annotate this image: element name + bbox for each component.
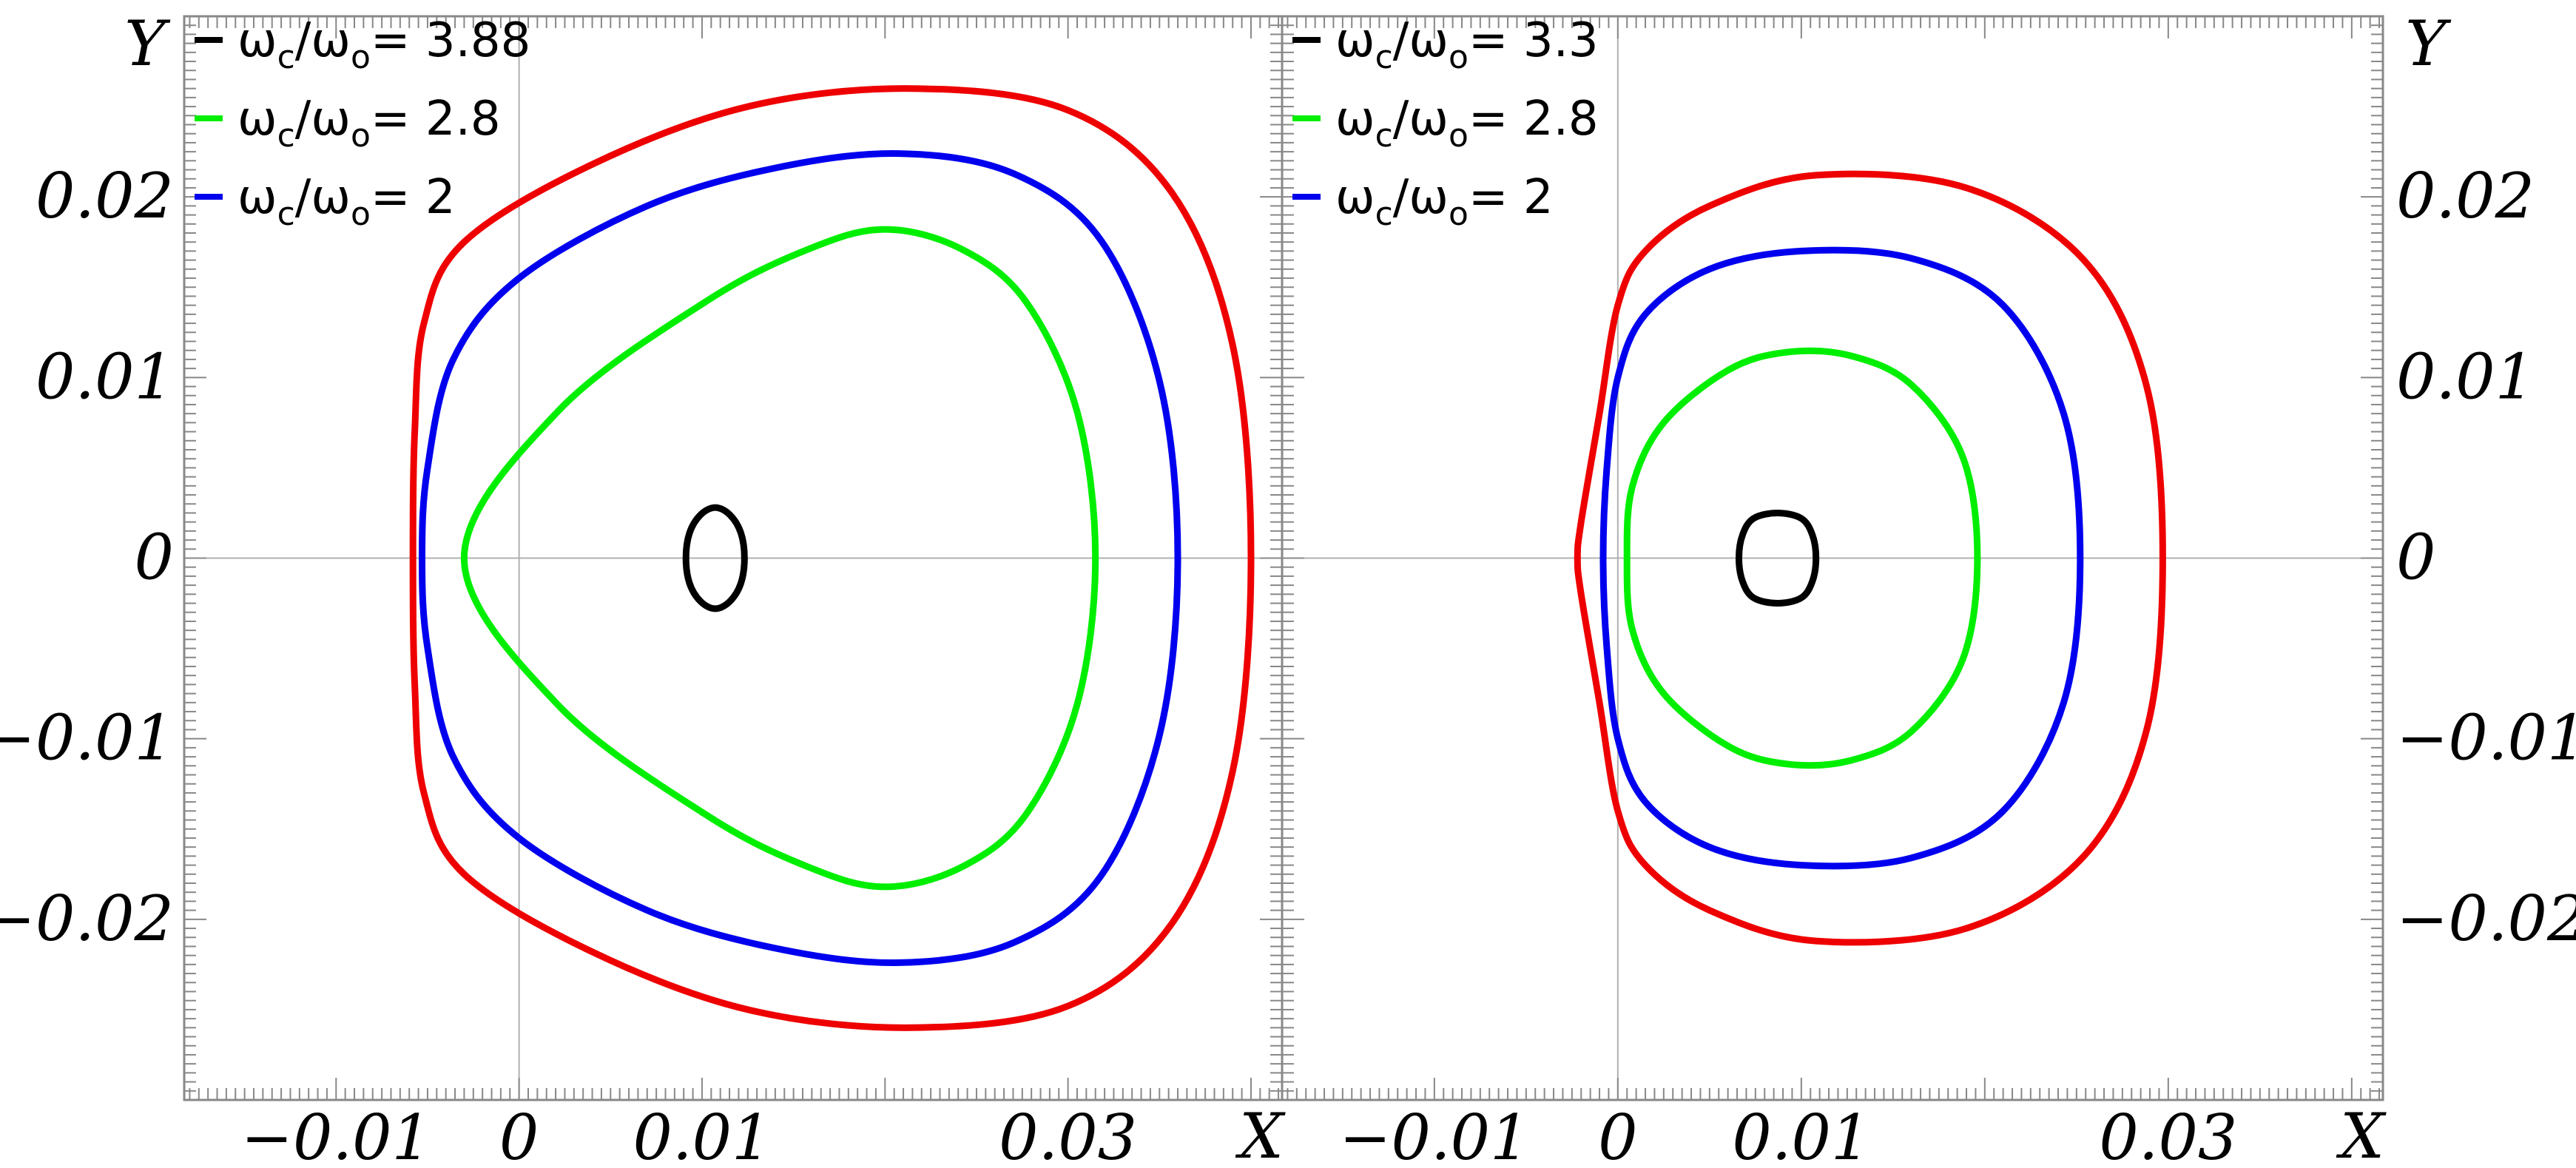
left-x-tick-label: −0.01 bbox=[241, 1101, 431, 1168]
right-x-tick-label: 0.03 bbox=[2099, 1101, 2237, 1168]
left-legend-label-blue: ωc/ωo= 2 bbox=[237, 170, 456, 233]
right-y-tick-label: −0.02 bbox=[2396, 882, 2576, 955]
right-legend-label-green: ωc/ωo= 2.8 bbox=[1335, 92, 1599, 155]
right-x-axis-label: X bbox=[2336, 1100, 2387, 1168]
left-y-tick-label: 0.01 bbox=[36, 340, 174, 413]
right-x-tick-label: 0.01 bbox=[1732, 1101, 1870, 1168]
left-legend-label-green: ωc/ωo= 2.8 bbox=[237, 92, 501, 155]
right-y-tick-label: 0 bbox=[2396, 521, 2435, 594]
right-legend-label-blue: ωc/ωo= 2 bbox=[1335, 170, 1554, 233]
left-curve-green bbox=[460, 226, 1099, 891]
panel-right: −0.01 0 0.01 0.03 −0.02 −0.01 0 0.01 0.02 X Yωc/ωo… bbox=[1281, 7, 2576, 1168]
right-curve-black bbox=[1736, 510, 1820, 607]
left-y-tick-label: 0 bbox=[135, 521, 174, 594]
left-y-tick-label: −0.01 bbox=[0, 702, 174, 774]
right-y-tick-label: −0.01 bbox=[2396, 702, 2576, 774]
left-x-tick-label: 0.03 bbox=[999, 1101, 1137, 1168]
right-curve-blue bbox=[1599, 246, 2084, 870]
left-legend-label-black: ωc/ωo= 3.88 bbox=[237, 13, 530, 76]
panel-left: −0.01 0 0.01 0.03 −0.02 −0.01 0 0.01 0.02 X Y ωc/ωo… bbox=[0, 7, 1286, 1168]
left-x-axis-label: X bbox=[1235, 1100, 1286, 1168]
left-y-axis-label: Y bbox=[124, 7, 171, 80]
right-x-tick-label: 0 bbox=[1598, 1101, 1637, 1168]
right-x-tick-label: −0.01 bbox=[1339, 1101, 1529, 1168]
right-y-tick-label: 0.01 bbox=[2396, 340, 2535, 413]
left-curve-black bbox=[682, 504, 748, 612]
left-curve-red bbox=[409, 85, 1255, 1031]
right-legend-label-black: ωc/ωo= 3.3 bbox=[1335, 13, 1599, 76]
right-y-axis-label: Y bbox=[2405, 7, 2452, 80]
left-x-tick-label: 0 bbox=[499, 1101, 539, 1168]
left-y-tick-label: 0.02 bbox=[36, 160, 174, 232]
right-curve-green bbox=[1623, 347, 1981, 769]
right-curve-red bbox=[1574, 170, 2166, 946]
right-y-tick-label: 0.02 bbox=[2396, 160, 2535, 232]
left-curve-blue bbox=[419, 149, 1181, 967]
left-y-tick-label: −0.02 bbox=[0, 882, 174, 955]
left-x-tick-label: 0.01 bbox=[633, 1101, 771, 1168]
